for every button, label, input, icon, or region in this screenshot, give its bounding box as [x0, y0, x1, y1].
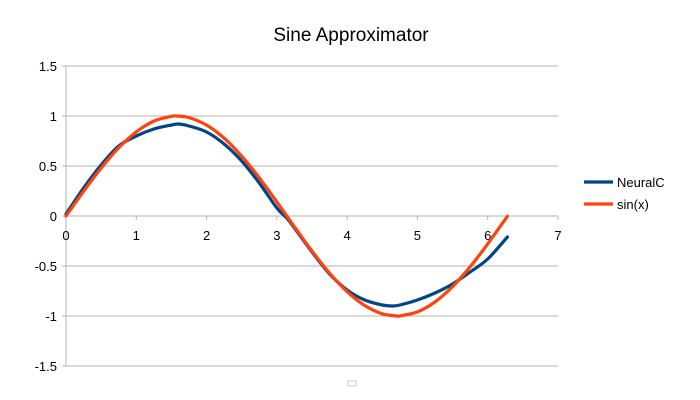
y-tick-label: 1: [50, 109, 57, 124]
axes: [62, 65, 559, 367]
y-tick-label: -1: [45, 309, 57, 324]
x-tick-label: 1: [133, 228, 140, 243]
chart-title: Sine Approximator: [273, 25, 429, 46]
x-tick-label: 3: [273, 228, 280, 243]
legend-label: NeuralC: [617, 175, 665, 190]
x-tick-label: 5: [414, 228, 421, 243]
y-tick-label: -0.5: [35, 259, 57, 274]
x-tick-label: 4: [344, 228, 351, 243]
x-tick-label: 0: [62, 228, 69, 243]
tick-labels: 1.5 1 0.5 0 -0.5 -1 -1.5 0 1 2 3 4 5 6 7: [35, 59, 562, 374]
legend: NeuralC sin(x): [584, 175, 665, 212]
x-tick-label: 2: [203, 228, 210, 243]
x-tick-label: 7: [554, 228, 561, 243]
series-lines: [64, 114, 509, 318]
placeholder-marker: [347, 380, 357, 387]
x-tick-label: 6: [484, 228, 491, 243]
y-tick-label: 0.5: [39, 159, 57, 174]
y-tick-label: 1.5: [39, 59, 57, 74]
y-tick-label: -1.5: [35, 359, 57, 374]
y-tick-label: 0: [50, 209, 57, 224]
legend-label: sin(x): [617, 197, 649, 212]
series-line-1: [64, 114, 509, 318]
